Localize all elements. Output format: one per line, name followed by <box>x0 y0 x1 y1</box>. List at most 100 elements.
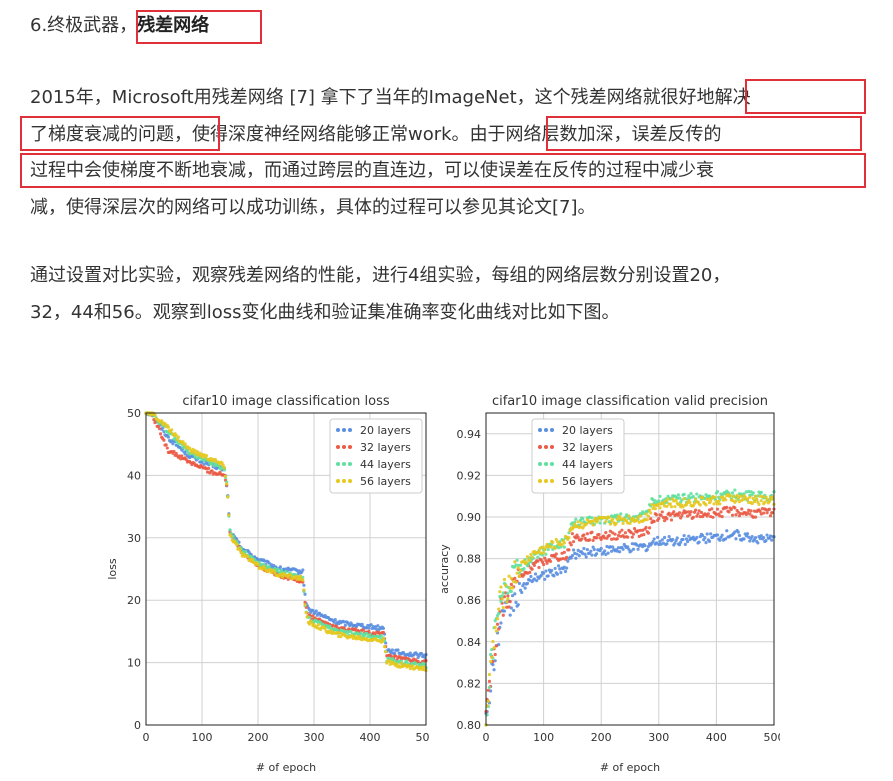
data-point <box>422 665 426 669</box>
data-point <box>529 574 533 579</box>
data-point <box>532 563 536 568</box>
chart-title: cifar10 image classification valid preci… <box>492 394 768 409</box>
data-point <box>580 537 584 541</box>
para1-line2-text: 使得深度神经网络能够正常work。 <box>192 123 470 145</box>
data-point <box>686 514 690 518</box>
legend-marker <box>544 428 548 432</box>
y-tick-label: 20 <box>127 594 141 607</box>
data-point <box>576 548 580 552</box>
data-point <box>284 570 288 574</box>
data-point <box>688 513 692 517</box>
y-tick-label: 0 <box>134 719 141 732</box>
data-point <box>536 555 540 559</box>
x-tick-label: 500 <box>764 731 781 744</box>
data-point <box>603 549 607 553</box>
data-point <box>698 515 702 519</box>
data-point <box>694 497 698 501</box>
data-point <box>719 492 723 496</box>
legend-marker <box>544 462 548 466</box>
data-point <box>661 501 666 506</box>
data-point <box>487 679 492 683</box>
data-point <box>747 489 751 494</box>
data-point <box>516 566 520 570</box>
data-point <box>590 530 594 534</box>
section-number: 6.终极武器， <box>30 15 138 36</box>
para1-line4: 减，使得深层次的网络可以成功训练，具体的过程可以参见其论文[7]。 <box>30 196 596 218</box>
data-point <box>510 586 515 590</box>
data-point <box>645 548 649 552</box>
data-point <box>498 590 502 594</box>
data-point <box>542 551 546 555</box>
series-56-layers <box>144 411 428 673</box>
data-point <box>556 564 561 568</box>
data-point <box>591 538 595 543</box>
data-point <box>594 536 599 540</box>
data-point <box>649 517 653 521</box>
data-point <box>366 623 370 628</box>
data-point <box>489 660 493 664</box>
legend-box <box>531 418 625 494</box>
legend-marker <box>544 479 548 483</box>
data-point <box>569 556 573 560</box>
data-point <box>654 541 659 545</box>
data-point <box>765 533 769 537</box>
data-point <box>703 536 707 540</box>
data-point <box>735 493 739 497</box>
data-point <box>491 663 495 667</box>
y-tick-label: 0.88 <box>457 553 482 566</box>
data-point <box>759 490 763 494</box>
data-point <box>535 578 539 583</box>
data-point <box>616 546 621 550</box>
data-point <box>707 494 712 498</box>
data-point <box>636 515 640 519</box>
legend-marker <box>550 445 554 449</box>
data-point <box>528 578 532 582</box>
data-point <box>310 621 314 625</box>
chart-svg-1: cifar10 image classification valid preci… <box>438 394 781 774</box>
data-point <box>238 548 242 552</box>
data-point <box>664 499 668 503</box>
data-point <box>757 502 761 506</box>
data-point <box>539 573 543 577</box>
y-tick-label: 10 <box>127 657 141 670</box>
data-point <box>555 572 560 576</box>
data-point <box>288 573 293 577</box>
data-point <box>589 549 593 553</box>
data-point <box>680 514 684 518</box>
data-point <box>499 621 503 625</box>
data-point <box>567 535 571 540</box>
data-point <box>162 438 166 442</box>
data-point <box>715 502 720 506</box>
data-point <box>585 532 589 536</box>
data-point <box>712 502 716 506</box>
data-point <box>700 496 705 500</box>
data-point <box>706 497 710 501</box>
data-point <box>571 540 576 544</box>
data-point <box>278 565 282 569</box>
plot-frame <box>145 412 427 726</box>
data-point <box>530 555 534 559</box>
data-point <box>499 599 503 603</box>
data-point <box>545 561 549 565</box>
data-point <box>667 534 671 539</box>
data-point <box>532 577 536 581</box>
legend-marker <box>550 462 554 466</box>
data-point <box>679 540 683 544</box>
data-point <box>652 537 656 541</box>
data-point <box>759 499 763 503</box>
data-point <box>700 533 705 538</box>
data-point <box>156 424 160 428</box>
data-point <box>662 535 667 540</box>
data-point <box>570 553 574 558</box>
data-point <box>394 654 398 658</box>
legend-marker <box>336 428 340 432</box>
data-point <box>681 505 685 509</box>
data-point <box>748 512 752 516</box>
data-point <box>762 536 766 540</box>
data-point <box>513 592 517 596</box>
data-point <box>629 530 633 535</box>
data-point <box>741 497 745 502</box>
data-point <box>599 546 603 551</box>
y-tick-label: 30 <box>127 532 141 545</box>
